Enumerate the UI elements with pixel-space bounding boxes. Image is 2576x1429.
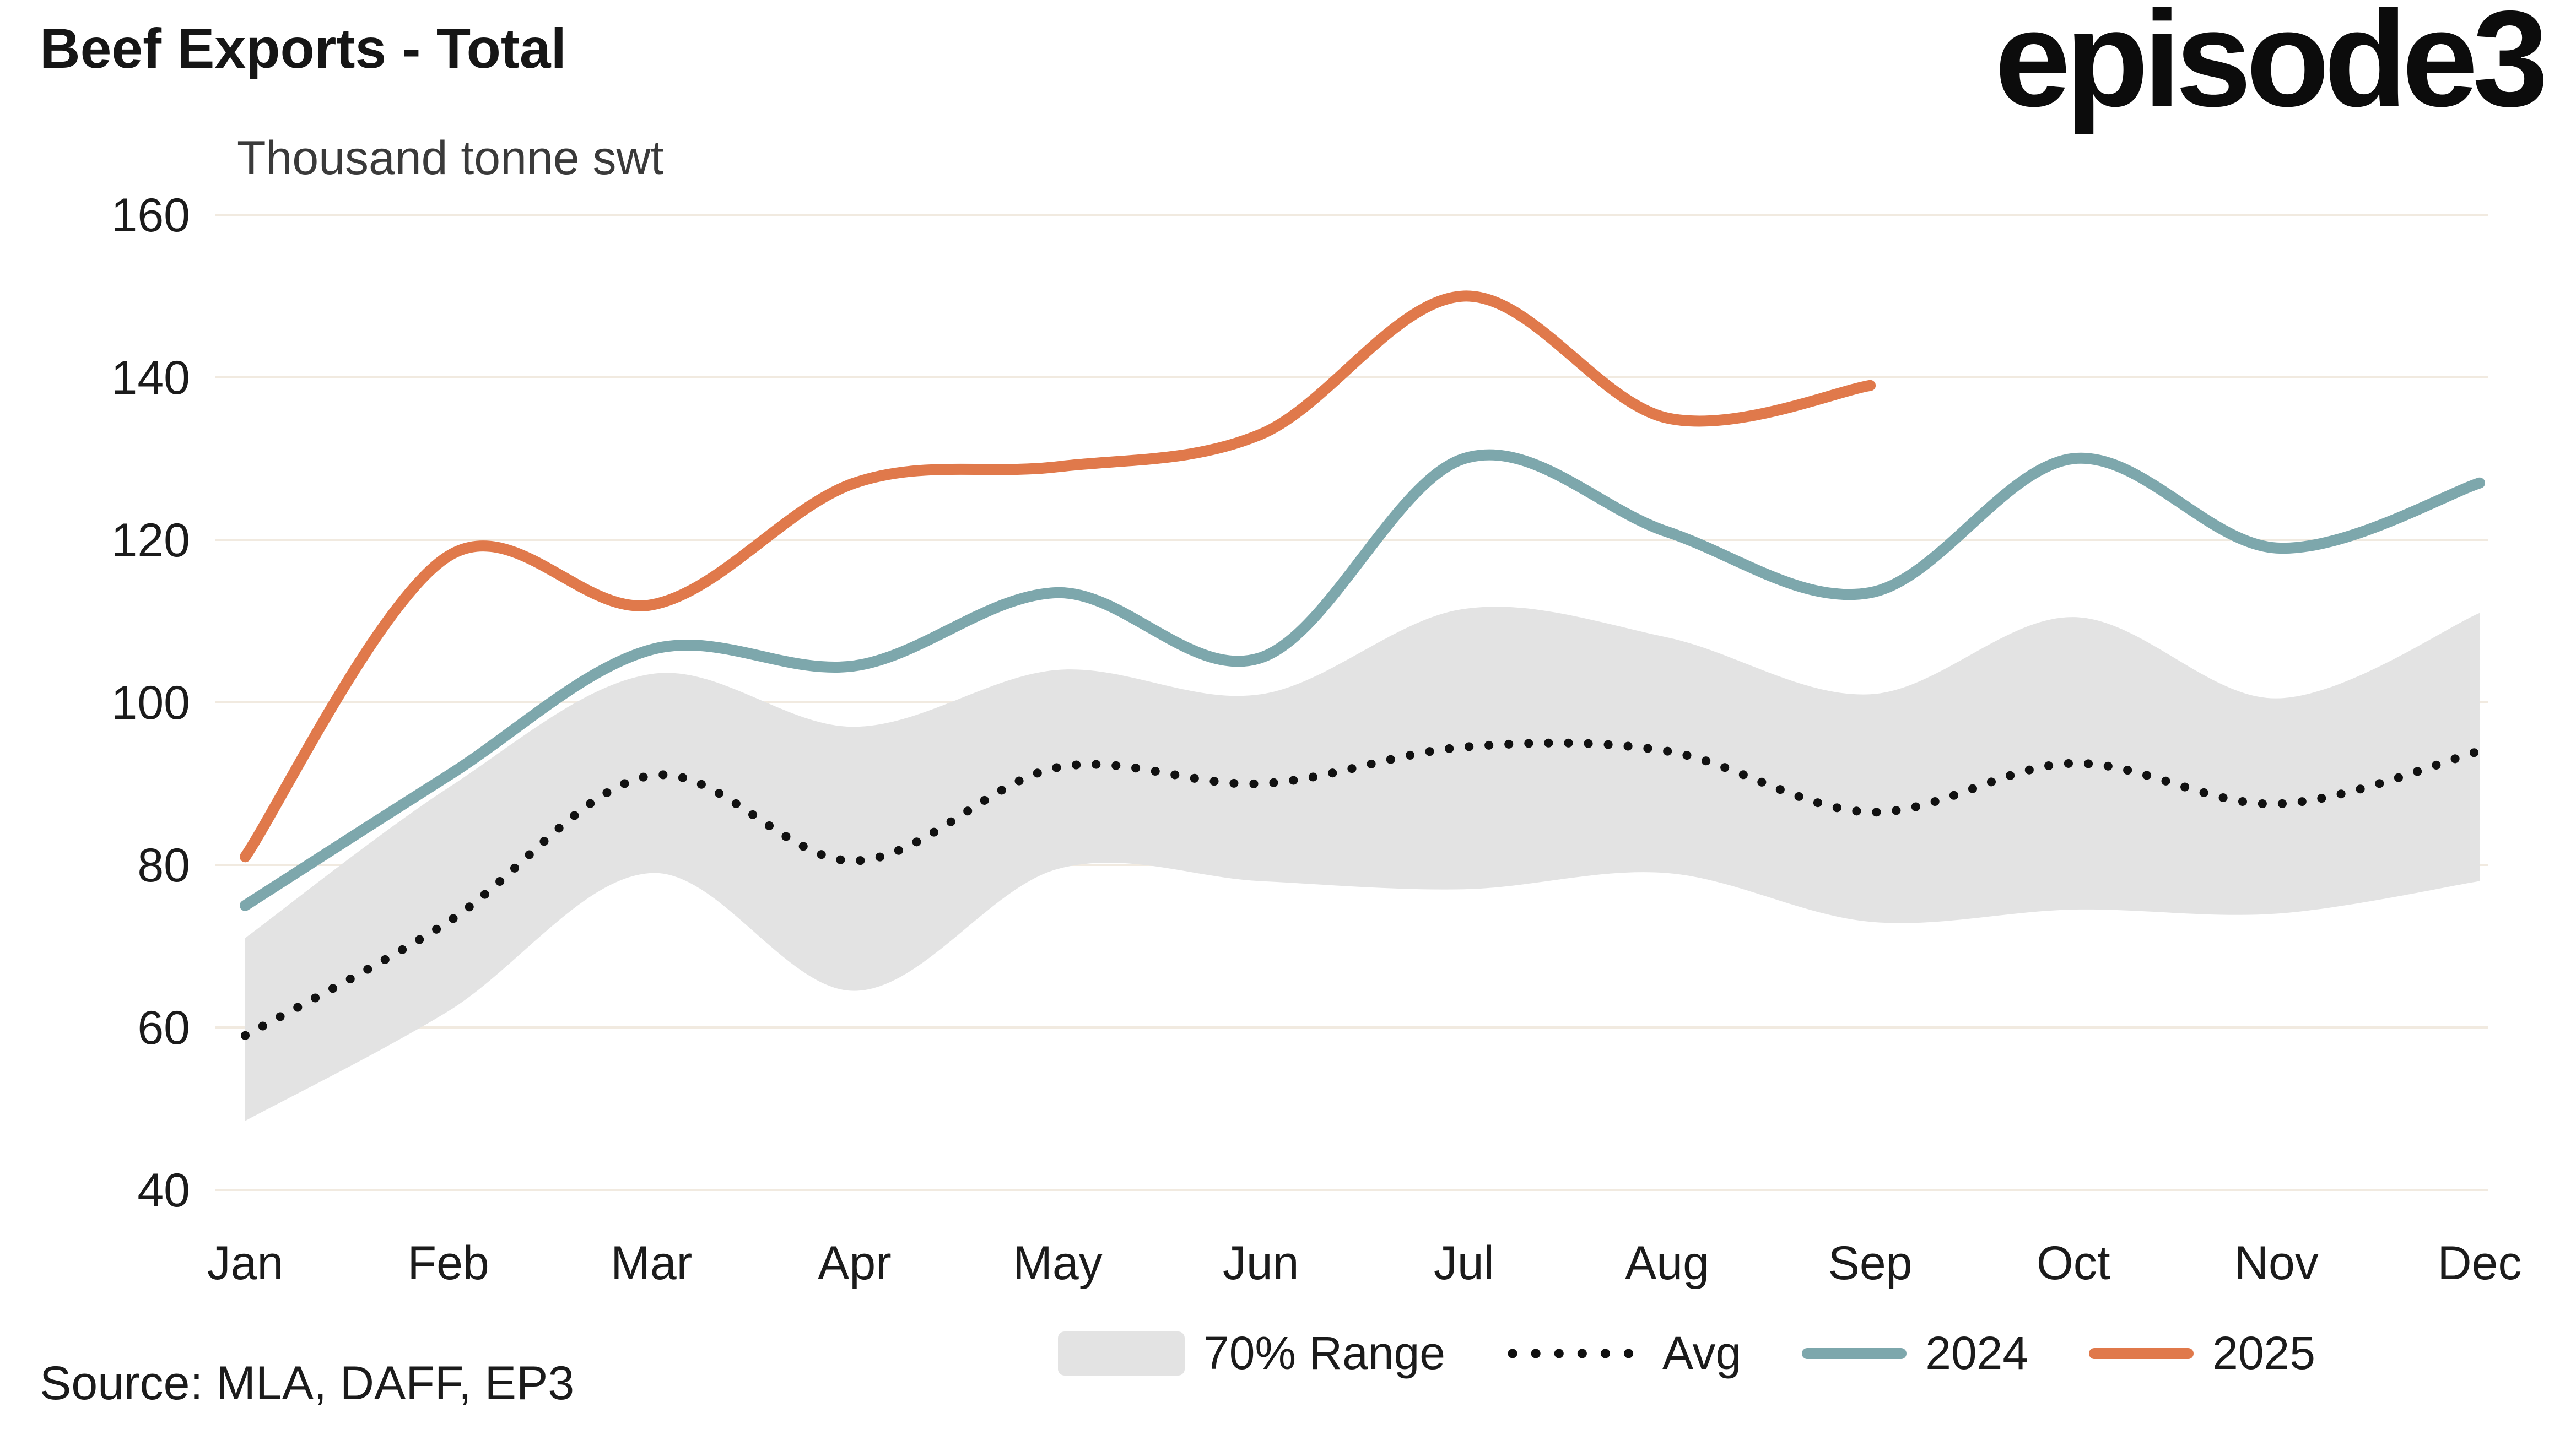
series-2024	[240, 449, 2485, 911]
line-2025-swatch-icon	[2089, 1347, 2194, 1359]
legend-item-range: 70% Range	[1058, 1327, 1445, 1380]
svg-text:Apr: Apr	[818, 1237, 892, 1290]
svg-text:Jul: Jul	[1434, 1237, 1494, 1290]
svg-text:Oct: Oct	[2037, 1237, 2110, 1290]
series-2025	[240, 290, 1876, 863]
episode3-logo: episode3	[1994, 0, 2548, 135]
svg-text:120: 120	[111, 514, 191, 567]
legend-item-2025: 2025	[2089, 1327, 2315, 1380]
legend-label-2024: 2024	[1925, 1327, 2029, 1379]
chart-subtitle: Thousand tonne swt	[237, 132, 664, 185]
chart-title: Beef Exports - Total	[40, 17, 566, 80]
svg-text:Dec: Dec	[2438, 1237, 2522, 1290]
y-axis-labels: 40 60 80 100 120 140 160	[111, 189, 191, 1217]
svg-text:Jan: Jan	[207, 1237, 284, 1290]
svg-text:60: 60	[137, 1002, 190, 1054]
legend-label-2025: 2025	[2212, 1327, 2315, 1379]
source-note: Source: MLA, DAFF, EP3	[40, 1357, 575, 1410]
svg-text:Jun: Jun	[1223, 1237, 1299, 1290]
svg-text:Feb: Feb	[408, 1237, 489, 1290]
svg-text:100: 100	[111, 676, 191, 729]
svg-text:140: 140	[111, 351, 191, 404]
svg-text:80: 80	[137, 839, 190, 892]
x-axis-labels: Jan Feb Mar Apr May Jun Jul Aug Sep Oct Nov Dec	[207, 1237, 2522, 1290]
range-band-swatch-icon	[1058, 1331, 1185, 1376]
legend-item-2024: 2024	[1802, 1327, 2028, 1380]
svg-text:Sep: Sep	[1828, 1237, 1913, 1290]
svg-text:Nov: Nov	[2234, 1237, 2319, 1290]
svg-text:May: May	[1013, 1237, 1102, 1290]
legend: 70% Range Avg 2024 2025	[1058, 1327, 2315, 1380]
line-2024-swatch-icon	[1802, 1347, 1907, 1359]
legend-label-avg: Avg	[1662, 1327, 1742, 1379]
legend-label-range: 70% Range	[1203, 1327, 1445, 1379]
svg-text:160: 160	[111, 189, 191, 242]
avg-dotted-swatch-icon	[1508, 1349, 1642, 1358]
range-band	[245, 607, 2480, 1121]
series-avg	[241, 738, 2484, 1040]
legend-item-avg: Avg	[1506, 1327, 1741, 1380]
svg-text:Mar: Mar	[611, 1237, 692, 1290]
svg-text:40: 40	[137, 1164, 190, 1217]
svg-text:Aug: Aug	[1625, 1237, 1709, 1290]
